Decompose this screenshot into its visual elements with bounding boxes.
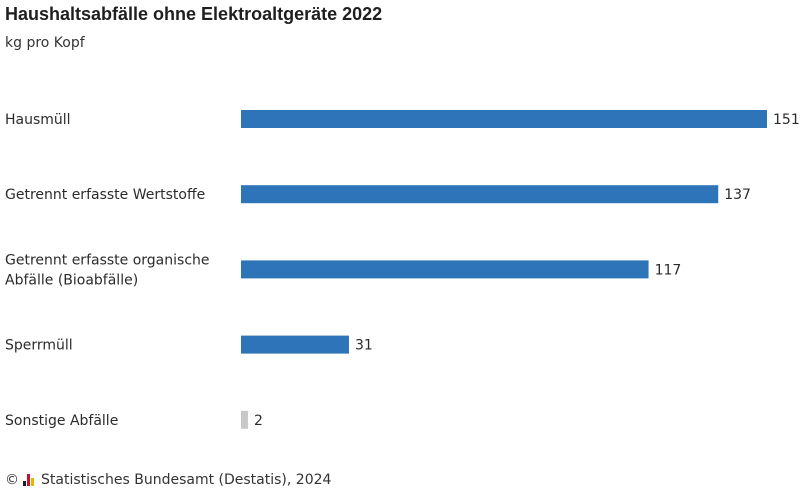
destatis-logo-icon bbox=[23, 474, 37, 486]
source-text: Statistisches Bundesamt (Destatis), 2024 bbox=[41, 472, 332, 488]
value-label: 117 bbox=[655, 262, 682, 278]
source-footer: © Statistisches Bundesamt (Destatis), 20… bbox=[5, 472, 331, 488]
bar bbox=[241, 260, 649, 279]
category-label: Sonstige Abfälle bbox=[5, 413, 118, 429]
value-label: 151 bbox=[773, 112, 800, 128]
value-label: 31 bbox=[355, 338, 373, 354]
category-label: Getrennt erfasste Wertstoffe bbox=[5, 187, 205, 203]
copyright-symbol: © bbox=[5, 472, 19, 488]
category-label: Getrennt erfasste organische Abfälle (Bio… bbox=[5, 252, 210, 288]
chart-title: Haushaltsabfälle ohne Elektroaltgeräte 2… bbox=[5, 4, 383, 24]
bar bbox=[241, 185, 719, 204]
bar bbox=[241, 335, 349, 354]
bar bbox=[241, 110, 767, 128]
value-label: 137 bbox=[724, 187, 751, 203]
chart-subtitle: kg pro Kopf bbox=[5, 35, 85, 51]
category-label: Hausmüll bbox=[5, 112, 71, 128]
bar bbox=[241, 410, 248, 429]
category-label: Sperrmüll bbox=[5, 338, 73, 354]
value-label: 2 bbox=[254, 413, 263, 429]
